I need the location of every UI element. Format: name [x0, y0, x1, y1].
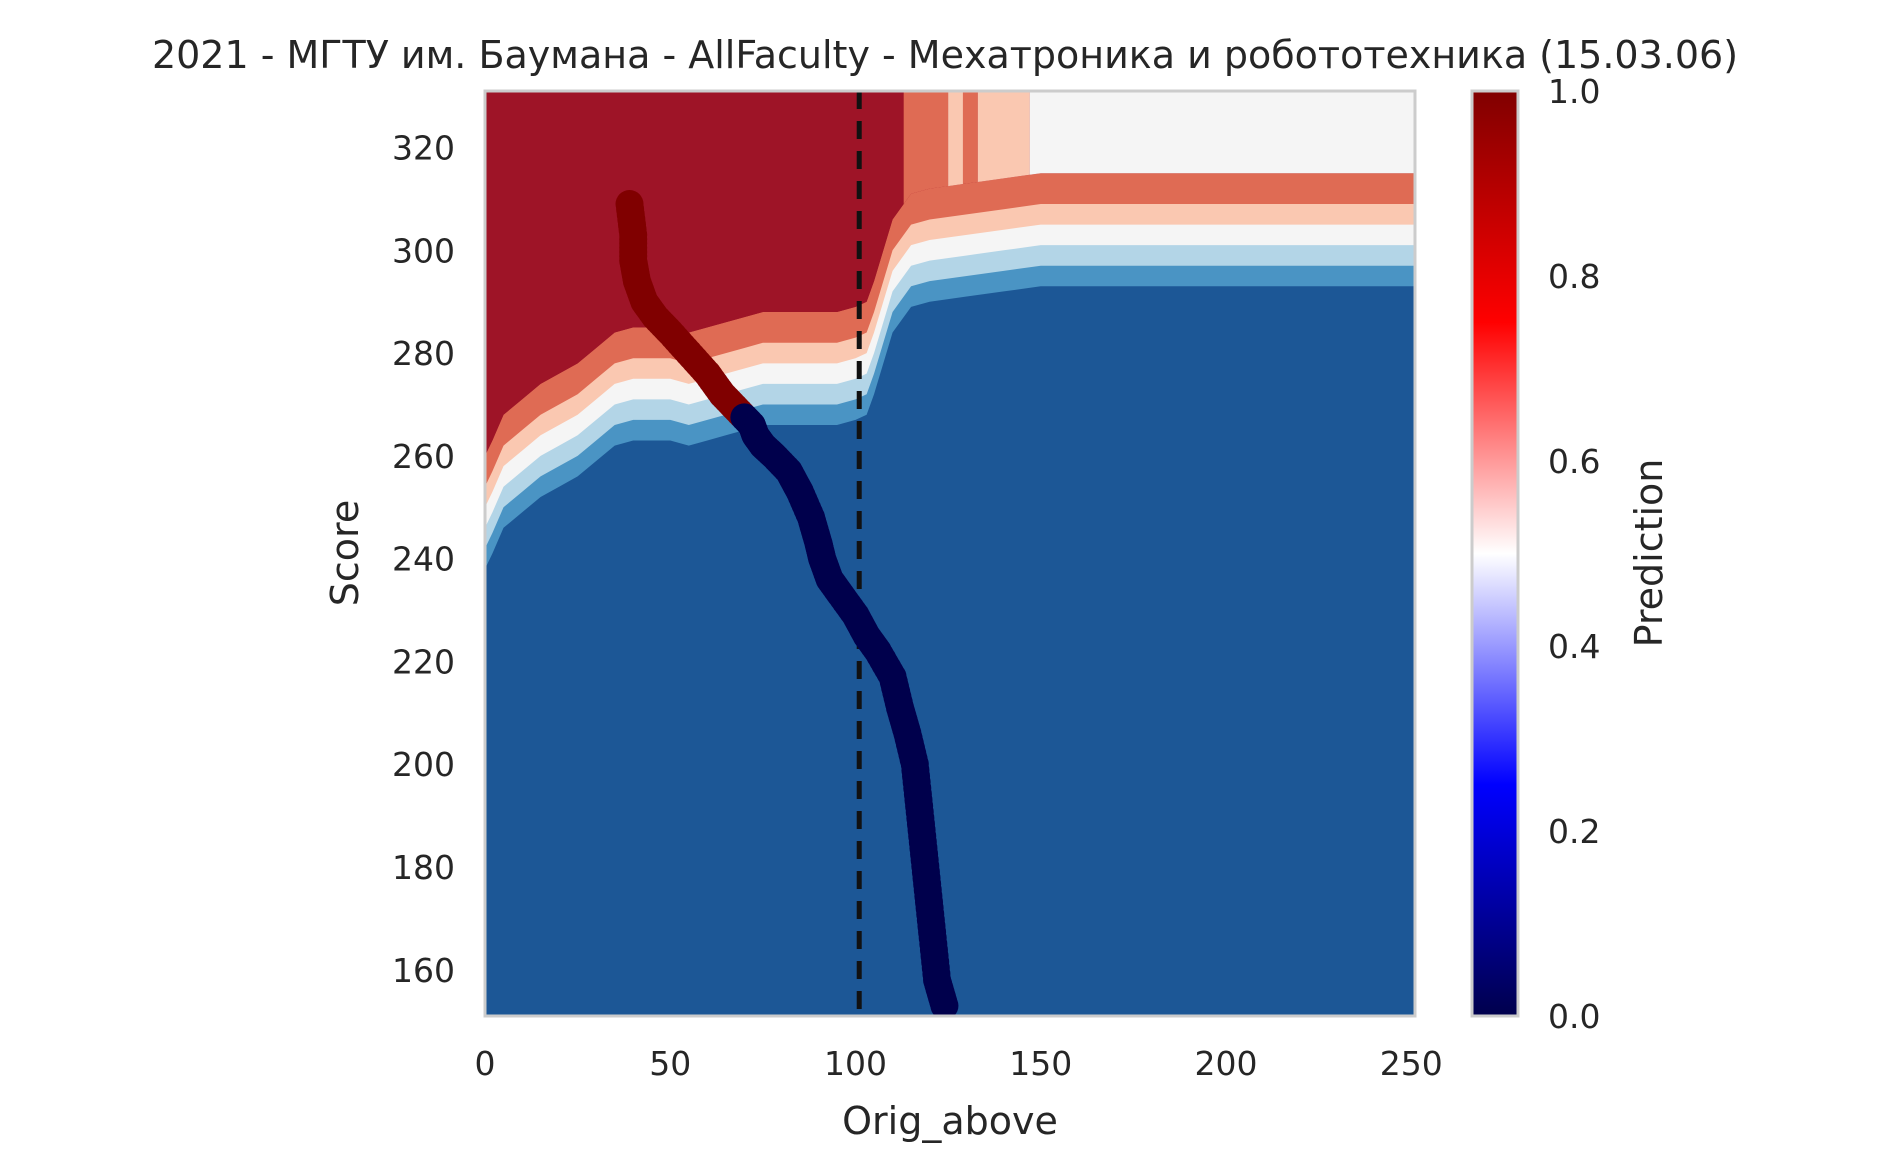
chart-title: 2021 - МГТУ им. Баумана - AllFaculty - М…	[152, 33, 1738, 77]
y-tick-label: 280	[392, 334, 455, 373]
colorbar-gradient	[1470, 89, 1520, 1018]
contour-top-column-2	[948, 91, 963, 187]
colorbar-label: Prediction	[1627, 459, 1671, 648]
colorbar-tick-label: 0.8	[1548, 257, 1600, 296]
colorbar-tick-label: 1.0	[1548, 72, 1600, 111]
colorbar-tick-label: 0.4	[1548, 627, 1600, 666]
x-axis-ticks: 0 50 100 150 200 250	[475, 1044, 1443, 1083]
plot-frame	[483, 89, 1417, 1018]
colorbar-tick-label: 0.6	[1548, 442, 1600, 481]
y-tick-label: 240	[392, 540, 455, 579]
x-tick-label: 50	[649, 1044, 691, 1083]
contour-top-column-4	[977, 91, 1030, 182]
x-tick-label: 100	[824, 1044, 887, 1083]
contour-top-column-1	[903, 91, 949, 205]
trajectory-point	[930, 991, 959, 1016]
y-tick-label: 200	[392, 745, 455, 784]
x-tick-label: 150	[1009, 1044, 1072, 1083]
colorbar: 0.0 0.2 0.4 0.6 0.8 1.0 Prediction	[1470, 72, 1671, 1036]
trajectory-series	[615, 190, 959, 1016]
x-tick-label: 0	[475, 1044, 496, 1083]
y-tick-label: 300	[392, 231, 455, 270]
contour-fill	[485, 91, 1415, 1016]
colorbar-tick-label: 0.0	[1548, 997, 1600, 1036]
x-tick-label: 200	[1195, 1044, 1258, 1083]
contour-top-column-5	[1029, 91, 1415, 175]
contour-top-column-0	[485, 91, 904, 456]
colorbar-tick-label: 0.2	[1548, 812, 1600, 851]
y-axis-label: Score	[323, 500, 367, 606]
colorbar-ticks: 0.0 0.2 0.4 0.6 0.8 1.0	[1548, 72, 1600, 1036]
y-axis-ticks: 160 180 200 220 240 260 280 300 320	[392, 129, 455, 990]
x-axis-label: Orig_above	[842, 1099, 1058, 1143]
y-tick-label: 320	[392, 129, 455, 168]
x-tick-label: 250	[1380, 1044, 1443, 1083]
y-tick-label: 260	[392, 437, 455, 476]
plot-area	[483, 89, 1417, 1018]
contour-top-column-3	[962, 91, 978, 185]
y-tick-label: 180	[392, 848, 455, 887]
y-tick-label: 220	[392, 642, 455, 681]
y-tick-label: 160	[392, 951, 455, 990]
